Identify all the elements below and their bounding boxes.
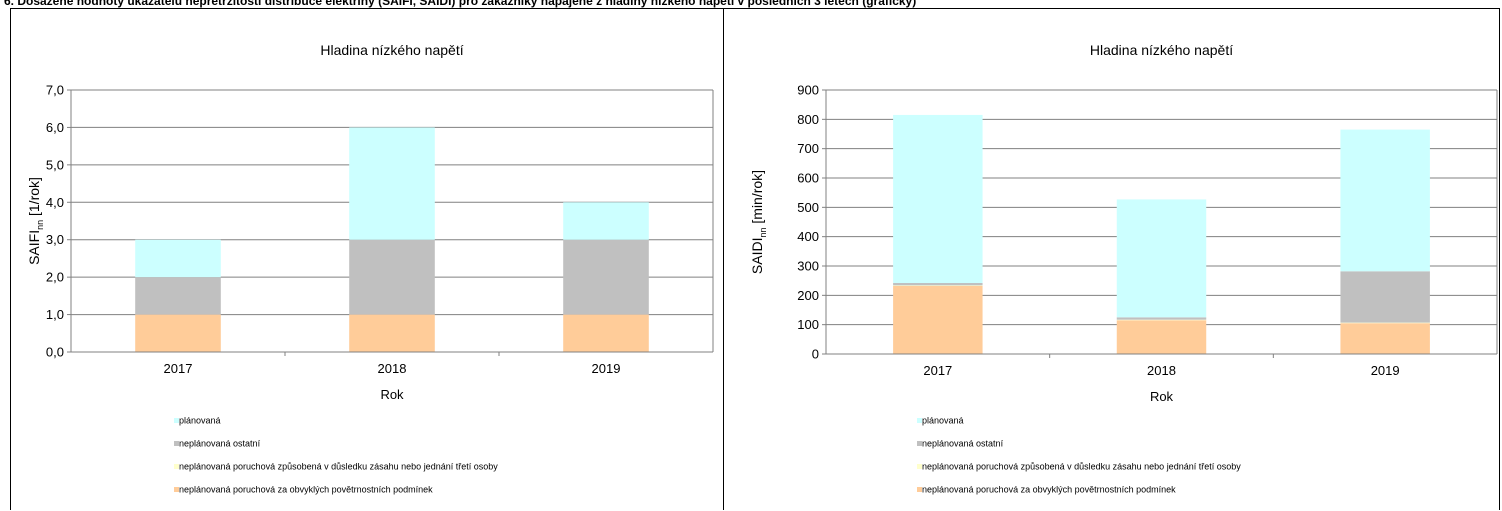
saifi-chart: Hladina nízkého napětí 0,0 1,0 2,0 3,0 4,0 5,0… — [26, 42, 714, 495]
y-tick-label: 800 — [797, 112, 819, 127]
bar-segment — [893, 285, 983, 286]
y-tick-label: 500 — [797, 200, 819, 215]
y-tick-label: 600 — [797, 171, 819, 186]
bar-segment — [135, 314, 221, 352]
bar-segment — [563, 314, 649, 352]
bar-segment — [349, 239, 435, 315]
y-tick-label: 200 — [797, 288, 819, 303]
legend-swatch — [917, 418, 922, 423]
y-tick-label: 100 — [797, 317, 819, 332]
bar-segment — [893, 283, 983, 286]
y-tick-label: 0,0 — [46, 345, 64, 360]
bar-segment — [1116, 317, 1207, 320]
bar-segment — [349, 127, 435, 240]
legend-label: neplánovaná ostatní — [179, 439, 261, 449]
bar-segment — [1340, 323, 1430, 354]
bar-segment — [1116, 199, 1207, 318]
legend-label: plánovaná — [179, 416, 221, 426]
x-tick-label: 2017 — [164, 361, 193, 376]
legend-swatch — [174, 487, 179, 492]
y-axis-label: SAIFInn [1/rok] — [26, 177, 45, 265]
x-tick-label: 2018 — [1147, 363, 1176, 378]
x-tick-label: 2017 — [923, 363, 952, 378]
y-tick-label: 300 — [797, 259, 819, 274]
legend-swatch — [917, 464, 922, 469]
bar-segment — [349, 314, 435, 352]
y-axis-label: SAIDInn [min/rok] — [749, 170, 768, 274]
y-tick-label: 900 — [797, 83, 819, 98]
bar-segment — [1116, 320, 1207, 354]
x-tick-label: 2019 — [592, 361, 621, 376]
legend-swatch — [174, 441, 179, 446]
bar-segment — [563, 202, 649, 240]
bar-segment — [563, 239, 649, 315]
y-tick-label: 700 — [797, 141, 819, 156]
chart-title: Hladina nízkého napětí — [1090, 42, 1233, 58]
bar-segment — [1340, 129, 1430, 272]
bar-segment — [135, 239, 221, 278]
legend-swatch — [917, 487, 922, 492]
chart-panel-saidi: Hladina nízkého napětí 0 100 200 300 400 500 60… — [723, 8, 1500, 510]
bar-segment — [1340, 322, 1430, 324]
legend-label: neplánovaná ostatní — [922, 439, 1004, 449]
y-tick-label: 5,0 — [46, 157, 64, 172]
bar-segment — [1116, 319, 1207, 321]
bar-segment — [1340, 271, 1430, 323]
legend-label: neplánovaná poruchová za obvyklých povět… — [179, 485, 433, 495]
y-tick-label: 400 — [797, 229, 819, 244]
y-tick-label: 3,0 — [46, 232, 64, 247]
x-axis-label: Rok — [380, 387, 404, 402]
bar-segment — [893, 114, 983, 284]
x-axis-label: Rok — [1150, 389, 1174, 404]
x-tick-label: 2019 — [1371, 363, 1400, 378]
y-tick-label: 0 — [812, 347, 819, 362]
legend-label: neplánovaná poruchová za obvyklých povět… — [922, 485, 1176, 495]
legend-label: plánovaná — [922, 416, 964, 426]
y-tick-label: 1,0 — [46, 307, 64, 322]
y-tick-label: 4,0 — [46, 195, 64, 210]
saidi-chart: Hladina nízkého napětí 0 100 200 300 400 500 60… — [749, 42, 1498, 495]
bar-segment — [135, 277, 221, 315]
legend-swatch — [174, 464, 179, 469]
page-title: 6. Dosažené hodnoty ukazatelů nepřetržit… — [4, 0, 917, 8]
legend-swatch — [174, 418, 179, 423]
x-tick-label: 2018 — [378, 361, 407, 376]
bar-segment — [893, 285, 983, 354]
y-tick-label: 6,0 — [46, 120, 64, 135]
y-tick-label: 2,0 — [46, 270, 64, 285]
chart-panel-saifi: Hladina nízkého napětí 0,0 1,0 2,0 3,0 4,0 5,0… — [10, 8, 724, 510]
legend-label: neplánovaná poruchová způsobená v důsled… — [922, 462, 1241, 472]
legend-label: neplánovaná poruchová způsobená v důsled… — [179, 462, 498, 472]
legend-swatch — [917, 441, 922, 446]
y-tick-label: 7,0 — [46, 83, 64, 98]
chart-title: Hladina nízkého napětí — [320, 42, 463, 58]
